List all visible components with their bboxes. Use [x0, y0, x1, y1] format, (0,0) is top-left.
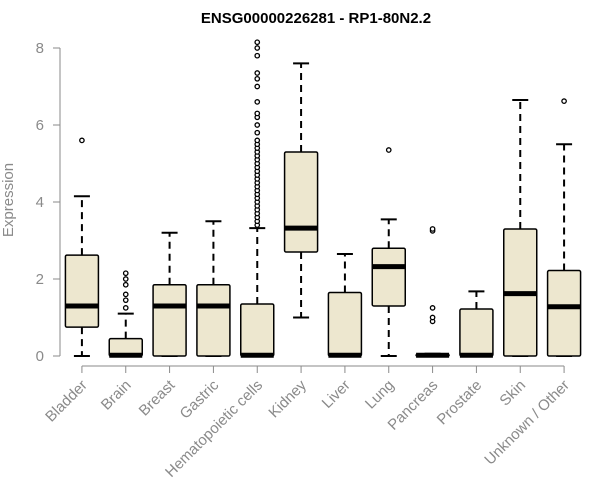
y-axis-label: Expression [0, 163, 17, 237]
y-tick-label: 0 [36, 348, 44, 365]
outlier-point [254, 110, 261, 117]
outlier-point [254, 137, 261, 144]
x-tick-label: Prostate [434, 377, 486, 429]
box-iqr [240, 303, 275, 357]
outlier-point [254, 122, 261, 128]
outlier-point [254, 39, 261, 46]
outlier-point [429, 226, 436, 232]
outlier-point [254, 129, 261, 136]
outlier-point [254, 45, 261, 51]
x-tick-label: Liver [319, 377, 354, 412]
outlier-point [122, 291, 129, 298]
outlier-point [122, 297, 129, 304]
box-lung [371, 147, 406, 357]
box-gastric [196, 220, 231, 357]
y-axis: 0 2 4 6 8 [36, 40, 61, 365]
outlier-point [79, 137, 85, 144]
box-iqr [152, 284, 187, 357]
x-tick-label: Bladder [42, 377, 91, 426]
y-tick-label: 8 [36, 40, 44, 57]
outlier-point [122, 305, 129, 311]
box-liver [327, 252, 363, 358]
x-tick-label: Breast [136, 376, 179, 419]
box-bladder [64, 137, 100, 357]
y-tick-label: 2 [36, 271, 44, 288]
x-tick-label: Lung [362, 377, 398, 413]
y-tick-label: 4 [36, 194, 44, 211]
boxplot-series [64, 39, 582, 358]
outlier-point [429, 305, 436, 311]
box-skin [503, 98, 538, 357]
outlier-point [122, 270, 129, 277]
outlier-point [254, 83, 261, 90]
box-iqr [64, 254, 100, 328]
box-pancreas [415, 226, 450, 358]
box-iqr [283, 151, 319, 253]
box-breast [152, 231, 187, 357]
outlier-point [122, 281, 129, 288]
box-kidney [283, 62, 319, 319]
box-iqr [371, 247, 406, 307]
box-iqr [459, 308, 494, 357]
y-tick-label: 6 [36, 117, 44, 134]
box-iqr [327, 291, 363, 357]
outlier-point [254, 99, 261, 105]
outlier-point [254, 75, 261, 82]
outlier-point [254, 70, 261, 76]
outlier-point [561, 98, 567, 104]
x-tick-label: Skin [496, 377, 529, 410]
outlier-point [429, 314, 436, 321]
box-iqr [196, 284, 231, 357]
outlier-point [254, 52, 261, 59]
outlier-point [122, 276, 129, 282]
outlier-point [385, 147, 392, 153]
x-tick-label: Brain [98, 377, 135, 414]
box-prostate [459, 290, 494, 358]
box-unknown-other [546, 98, 582, 357]
box-brain [108, 270, 143, 358]
x-tick-label: Kidney [265, 376, 310, 421]
chart-title: ENSG00000226281 - RP1-80N2.2 [201, 10, 431, 27]
box-iqr [546, 269, 582, 357]
box-hematopoietic-cells [240, 39, 275, 358]
